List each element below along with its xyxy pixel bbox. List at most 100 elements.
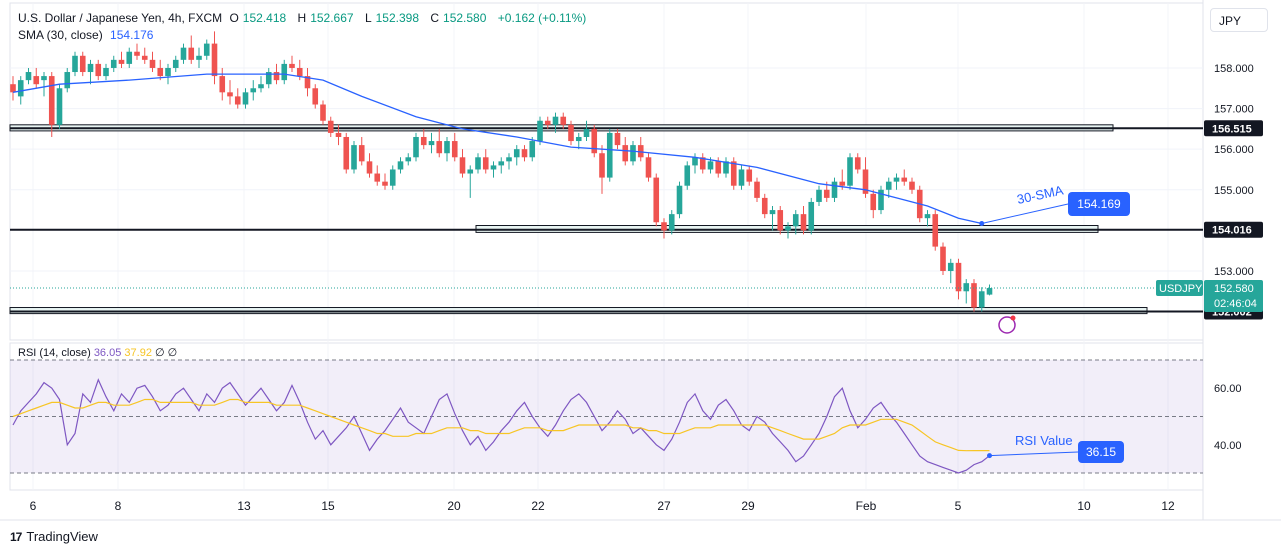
candle-body xyxy=(227,92,233,97)
candle-body xyxy=(234,96,241,105)
sma-legend[interactable]: SMA (30, close) 154.176 xyxy=(18,28,157,42)
time-tick-label: 5 xyxy=(955,499,962,513)
candle-body xyxy=(219,76,226,93)
candle-body xyxy=(10,84,16,93)
candle-body xyxy=(583,128,590,137)
candle-body xyxy=(428,141,435,146)
open-value: 152.418 xyxy=(242,11,287,25)
level-price-label: 154.016 xyxy=(1212,225,1252,237)
candle-body xyxy=(761,197,768,215)
change-value: +0.162 (+0.11%) xyxy=(497,11,587,25)
candle-body xyxy=(48,76,55,125)
candle-body xyxy=(374,173,381,182)
candle-body xyxy=(831,181,838,198)
price-pane xyxy=(9,2,1204,341)
candle-body xyxy=(699,157,706,170)
rsi-tick-label: 40.00 xyxy=(1214,440,1242,452)
candle-body xyxy=(971,283,977,308)
sma-callout-line xyxy=(981,203,1069,224)
symbol-title: U.S. Dollar / Japanese Yen, 4h, FXCM xyxy=(18,11,223,25)
candle-body xyxy=(490,165,497,170)
candle-body xyxy=(265,72,272,85)
candle-body xyxy=(304,76,311,89)
sma-line xyxy=(12,73,982,225)
candle-body xyxy=(451,141,458,158)
candle-body xyxy=(513,149,520,158)
candle-body xyxy=(800,214,807,231)
time-tick-label: 6 xyxy=(30,499,37,513)
candle-body xyxy=(172,59,179,68)
rsi-legend-value: 36.05 xyxy=(93,347,122,359)
candle-body xyxy=(498,161,505,166)
candle-body xyxy=(103,67,109,77)
candle-body xyxy=(405,157,412,162)
candle-body xyxy=(211,43,218,77)
candle-body xyxy=(637,145,644,158)
candle-body xyxy=(668,214,675,231)
candle-body xyxy=(281,63,288,81)
candle-body xyxy=(645,157,652,178)
time-tick-label: 12 xyxy=(1161,499,1175,513)
level-price-label: 156.515 xyxy=(1212,123,1252,135)
rsi-callout-box xyxy=(1078,441,1124,463)
level-price-tag xyxy=(1204,120,1263,137)
candle-body xyxy=(444,141,450,154)
candle-body xyxy=(769,210,776,215)
rsi-callout-line xyxy=(989,451,1079,457)
candle-body xyxy=(738,169,745,186)
rsi-legend[interactable]: RSI (14, close) 36.05 37.92 ∅ ∅ xyxy=(18,347,178,359)
brand[interactable]: 17 TradingView xyxy=(10,529,98,544)
candle-body xyxy=(327,120,334,133)
candle-body xyxy=(141,55,148,60)
candle-body xyxy=(568,124,574,142)
time-tick-label: 13 xyxy=(237,499,251,513)
candle-body xyxy=(389,169,396,186)
candle-body xyxy=(366,161,373,174)
candle-body xyxy=(188,47,195,60)
candle-body xyxy=(955,262,962,292)
candle-body xyxy=(149,59,156,68)
candle-body xyxy=(754,181,760,198)
candle-body xyxy=(56,88,63,125)
time-tick-label: 27 xyxy=(657,499,671,513)
candle-body xyxy=(847,157,853,186)
candle-body xyxy=(351,145,357,170)
candle-body xyxy=(870,193,877,211)
candle-body xyxy=(622,145,629,162)
last-price-label: 152.580 xyxy=(1214,283,1254,295)
candle-body xyxy=(134,51,140,56)
time-tick-label: 20 xyxy=(447,499,461,513)
candle-body xyxy=(459,157,466,174)
candle-body xyxy=(893,177,900,182)
candle-body xyxy=(885,181,892,190)
candle-body xyxy=(599,153,605,178)
candle-body xyxy=(963,283,970,292)
candle-body xyxy=(560,116,567,125)
sma-legend-label: SMA (30, close) xyxy=(18,28,103,42)
candle-body xyxy=(707,161,714,170)
candle-body xyxy=(575,136,582,142)
close-value: 152.580 xyxy=(443,11,487,25)
chart-header: U.S. Dollar / Japanese Yen, 4h, FXCM O 15… xyxy=(18,11,587,25)
candle-body xyxy=(537,120,543,142)
candle-body xyxy=(64,72,71,89)
rsi-ma-legend-value: 37.92 xyxy=(124,347,152,359)
candle-body xyxy=(33,76,40,85)
candle-body xyxy=(203,43,210,56)
sma-callout-box xyxy=(1068,192,1130,216)
candle-body xyxy=(95,63,102,77)
candle-body xyxy=(978,291,985,308)
candle-body xyxy=(692,157,698,166)
candle-body xyxy=(777,210,784,231)
candle-body xyxy=(358,145,365,162)
candle-body xyxy=(947,262,954,271)
candle-body xyxy=(653,177,660,223)
candle-body xyxy=(180,47,187,60)
currency-button[interactable]: JPY xyxy=(1210,8,1268,32)
symbol-tag xyxy=(1156,280,1203,297)
candle-body xyxy=(924,214,931,219)
candle-body xyxy=(823,189,830,198)
price-tick-label: 158.000 xyxy=(1214,63,1254,75)
candle-body xyxy=(529,141,536,158)
rsi-ma-line xyxy=(12,398,990,452)
